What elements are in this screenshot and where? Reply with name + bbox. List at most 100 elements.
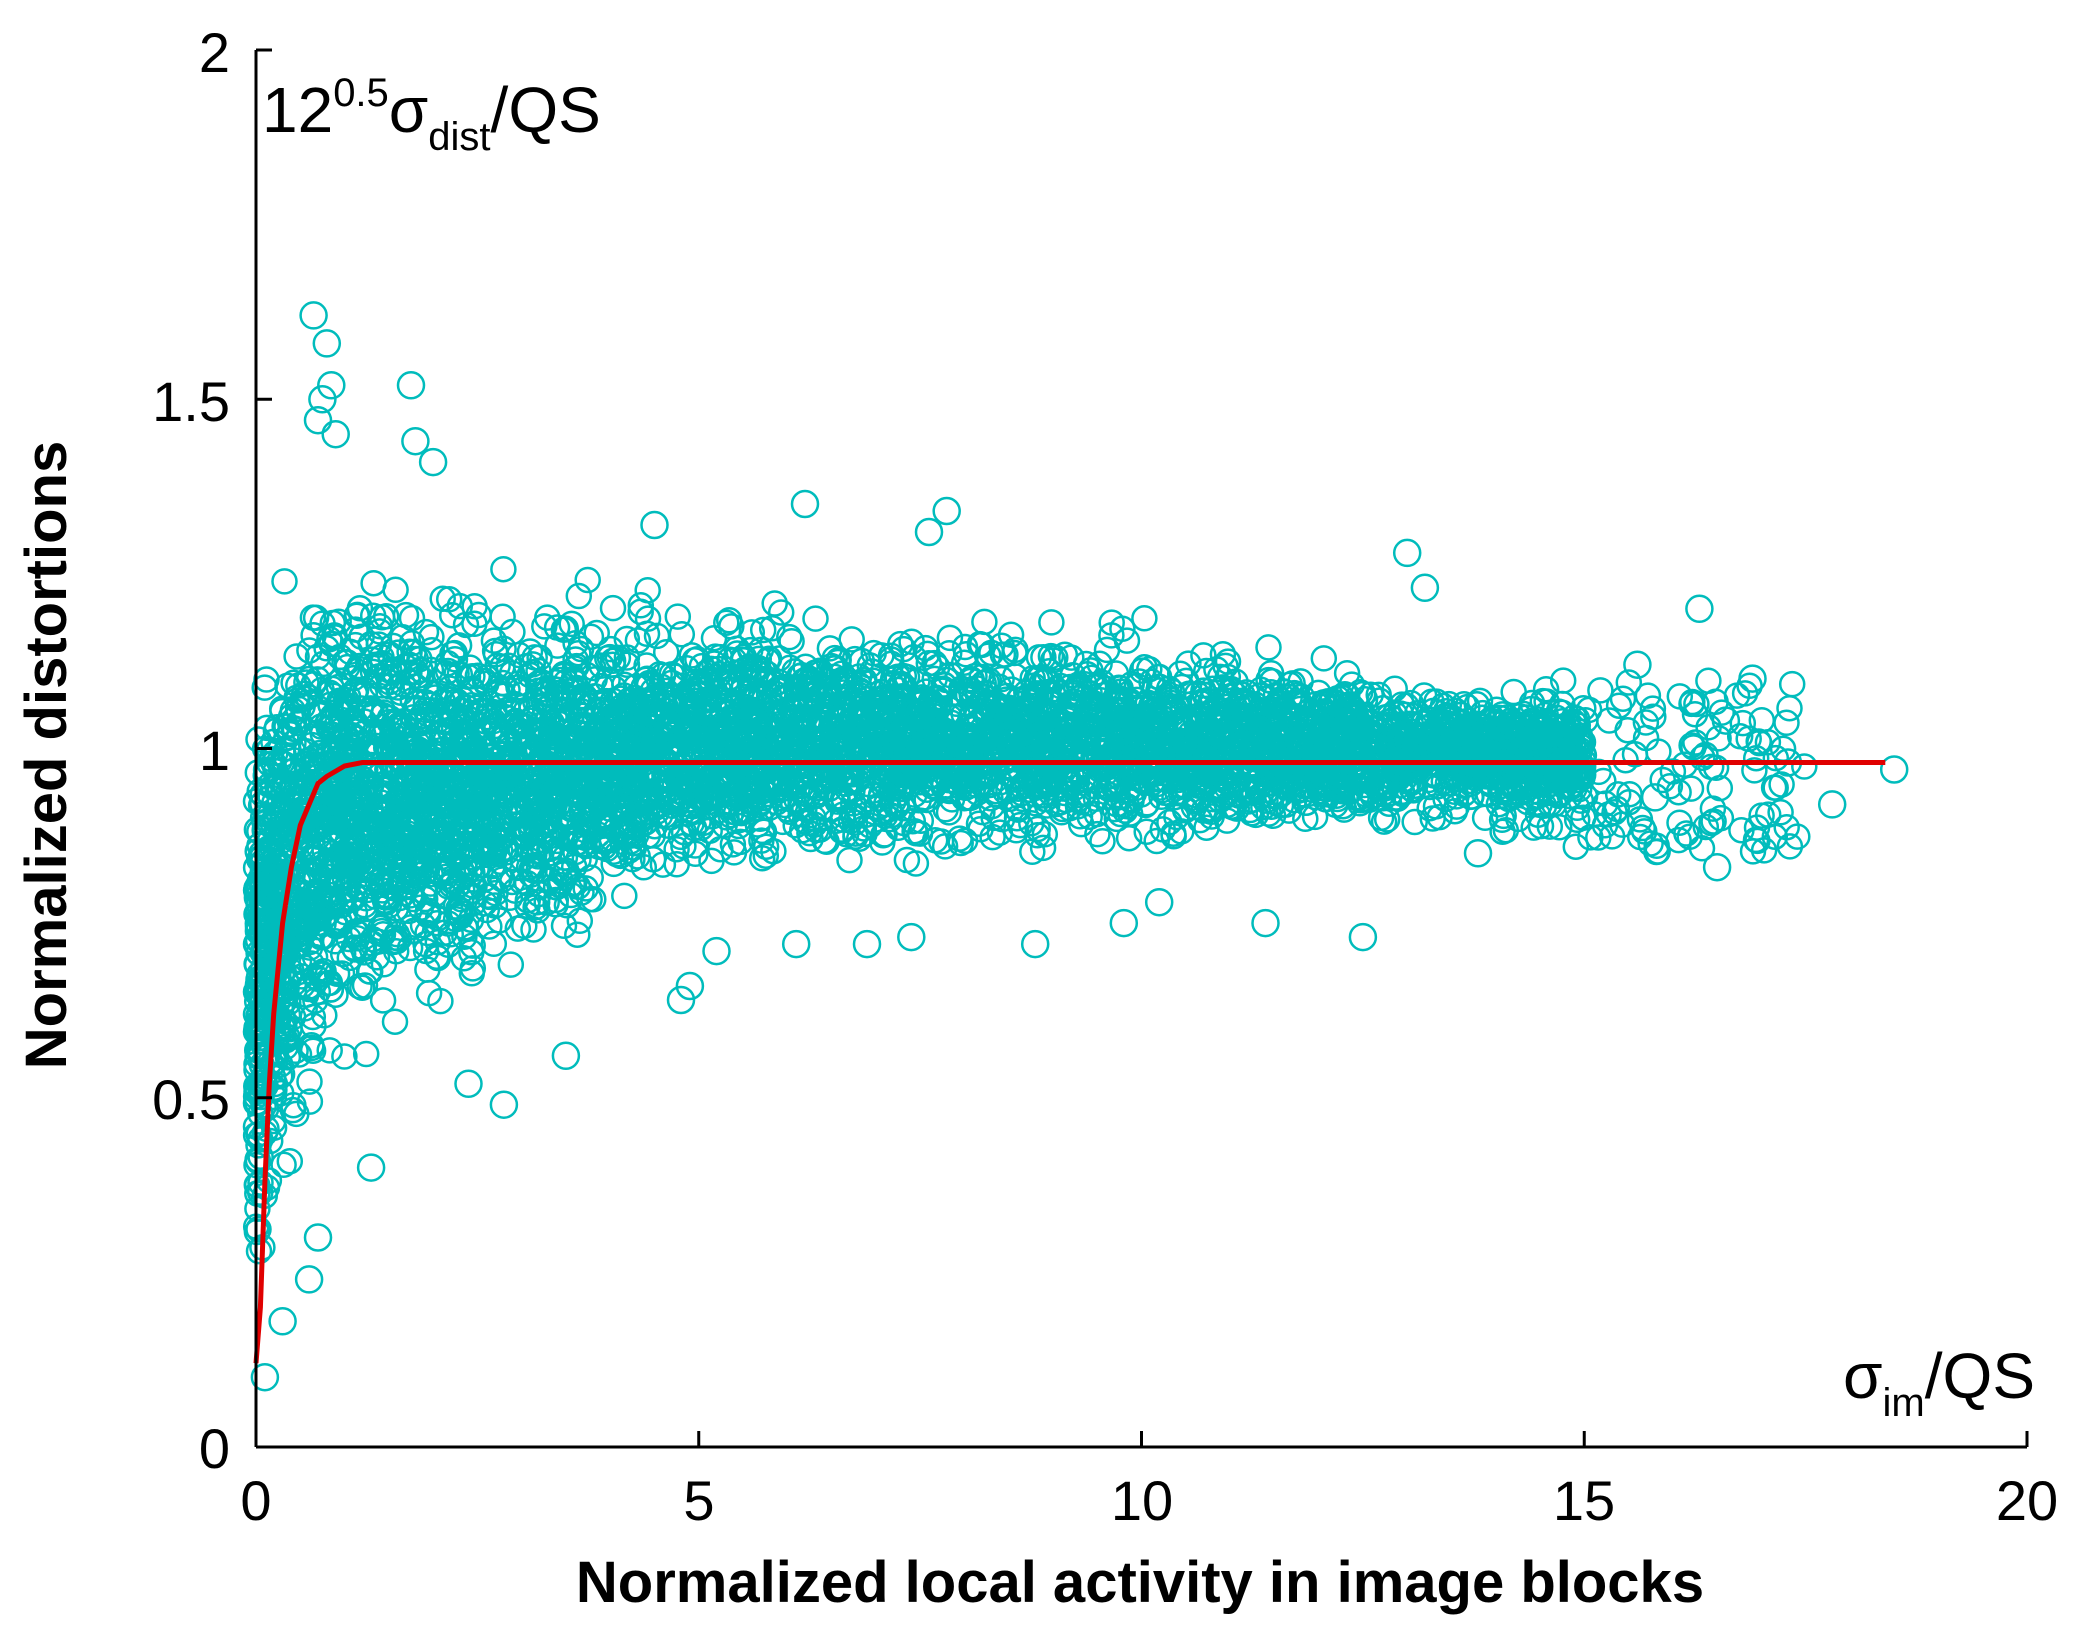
scatter-point bbox=[1284, 690, 1311, 717]
scatter-point bbox=[1024, 772, 1051, 800]
scatter-point bbox=[363, 944, 391, 971]
scatter-point bbox=[1466, 687, 1494, 715]
scatter-point bbox=[276, 718, 304, 745]
scatter-point bbox=[560, 869, 588, 897]
scatter-point bbox=[583, 619, 610, 647]
scatter-point bbox=[296, 1088, 324, 1115]
scatter-point bbox=[246, 1179, 274, 1206]
scatter-point bbox=[700, 624, 728, 652]
scatter-point bbox=[904, 700, 932, 727]
scatter-point bbox=[735, 662, 762, 690]
scatter-point bbox=[506, 677, 534, 704]
scatter-point bbox=[1022, 774, 1050, 802]
scatter-point bbox=[250, 954, 277, 982]
scatter-point bbox=[681, 832, 709, 859]
scatter-point bbox=[758, 614, 786, 642]
scatter-point bbox=[1133, 818, 1160, 845]
scatter-point bbox=[713, 804, 740, 831]
scatter-point bbox=[741, 731, 768, 758]
scatter-point bbox=[850, 701, 877, 728]
scatter-point bbox=[624, 843, 651, 870]
scatter-point bbox=[1038, 609, 1065, 636]
scatter-point bbox=[633, 786, 661, 813]
scatter-point bbox=[428, 843, 455, 871]
scatter-point bbox=[435, 931, 462, 959]
scatter-point bbox=[534, 604, 561, 631]
scatter-point bbox=[1019, 733, 1047, 761]
scatter-point bbox=[663, 708, 690, 736]
scatter-point bbox=[633, 620, 661, 648]
scatter-point bbox=[682, 840, 709, 868]
scatter-point bbox=[750, 818, 778, 845]
scatter-point bbox=[451, 914, 479, 941]
scatter-point bbox=[459, 663, 486, 690]
scatter-point bbox=[611, 753, 638, 780]
scatter-point bbox=[402, 645, 429, 673]
scatter-point bbox=[340, 707, 367, 735]
scatter-point bbox=[296, 1068, 323, 1095]
scatter-point bbox=[849, 692, 876, 719]
scatter-point bbox=[1093, 743, 1121, 771]
scatter-point bbox=[816, 635, 844, 662]
scatter-point bbox=[1401, 808, 1428, 836]
scatter-point bbox=[381, 658, 408, 686]
scatter-point bbox=[627, 592, 655, 619]
scatter-point bbox=[767, 599, 795, 626]
scatter-point bbox=[1199, 718, 1227, 746]
scatter-point bbox=[1024, 815, 1051, 843]
scatter-point bbox=[1369, 695, 1397, 722]
scatter-point bbox=[565, 582, 593, 610]
scatter-point bbox=[348, 856, 375, 884]
scatter-point bbox=[918, 709, 945, 736]
scatter-point bbox=[384, 708, 411, 736]
scatter-point bbox=[698, 847, 725, 875]
scatter-point bbox=[971, 608, 998, 636]
scatter-point bbox=[391, 772, 418, 799]
scatter-point bbox=[406, 858, 433, 885]
scatter-point bbox=[611, 765, 639, 792]
scatter-point bbox=[1029, 834, 1057, 862]
scatter-point bbox=[643, 622, 671, 650]
scatter-point bbox=[361, 651, 389, 679]
scatter-point bbox=[560, 667, 587, 694]
scatter-point bbox=[715, 607, 743, 634]
scatter-point bbox=[1238, 800, 1265, 827]
scatter-point bbox=[1042, 644, 1069, 671]
scatter-point bbox=[1221, 680, 1248, 708]
scatter-point bbox=[381, 1008, 409, 1035]
scatter-point bbox=[1166, 660, 1194, 688]
scatter-point bbox=[877, 642, 905, 669]
scatter-point bbox=[620, 829, 648, 857]
scatter-point bbox=[936, 777, 963, 805]
scatter-point bbox=[747, 706, 774, 733]
scatter-point bbox=[382, 576, 409, 604]
scatter-point bbox=[245, 1215, 272, 1243]
scatter-point bbox=[838, 626, 865, 653]
scatter-point bbox=[386, 796, 414, 824]
scatter-point bbox=[1058, 644, 1085, 671]
scatter-point bbox=[1098, 622, 1125, 649]
scatter-point bbox=[610, 682, 638, 709]
scatter-point bbox=[248, 840, 275, 867]
scatter-point bbox=[396, 638, 423, 665]
scatter-point bbox=[1441, 797, 1469, 825]
scatter-point bbox=[749, 616, 777, 644]
scatter-point bbox=[458, 675, 486, 703]
scatter-point bbox=[936, 624, 964, 652]
scatter-point bbox=[951, 633, 979, 661]
scatter-point bbox=[359, 602, 387, 629]
scatter-point bbox=[836, 846, 863, 874]
scatter-point bbox=[450, 945, 478, 972]
scatter-point bbox=[481, 892, 509, 919]
scatter-point bbox=[805, 711, 833, 738]
scatter-point bbox=[1175, 713, 1203, 740]
scatter-point bbox=[520, 916, 547, 943]
scatter-point bbox=[497, 951, 525, 978]
scatter-point bbox=[1370, 808, 1398, 835]
scatter-point bbox=[876, 805, 904, 833]
scatter-point bbox=[1333, 659, 1361, 687]
scatter-point bbox=[1190, 642, 1217, 669]
scatter-point bbox=[245, 1132, 272, 1159]
scatter-point bbox=[1067, 810, 1095, 838]
